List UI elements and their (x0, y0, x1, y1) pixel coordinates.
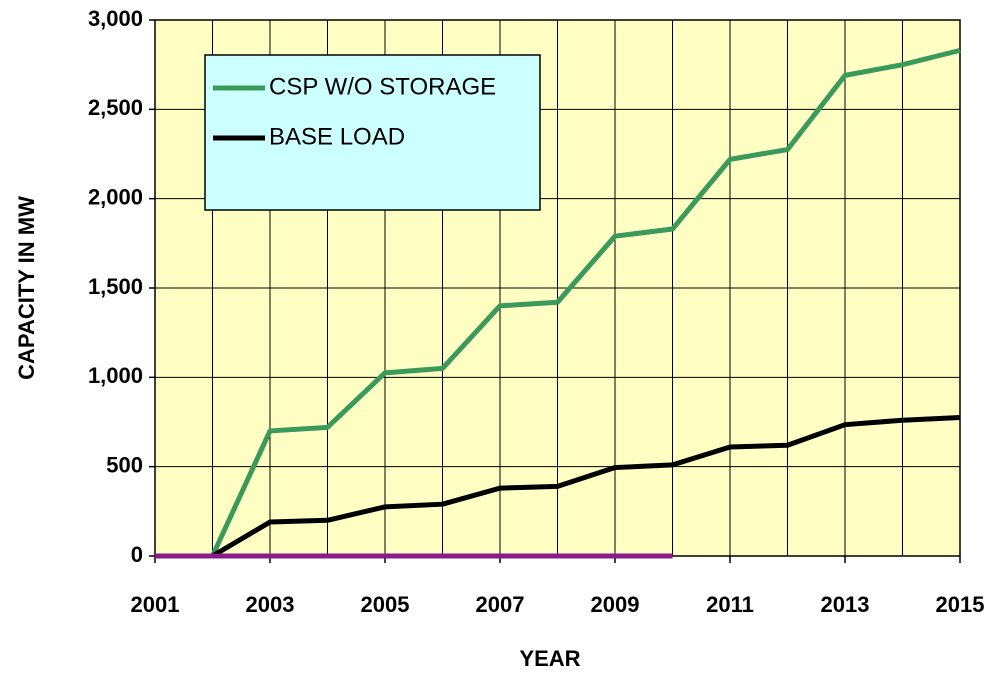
legend-label: CSP W/O STORAGE (269, 73, 496, 100)
legend-label: BASE LOAD (269, 123, 405, 150)
x-tick-label: 2005 (361, 592, 410, 617)
x-tick-label: 2003 (246, 592, 295, 617)
y-tick-label: 2,000 (88, 184, 143, 209)
legend-box (204, 54, 541, 211)
y-tick-label: 3,000 (88, 6, 143, 31)
x-tick-label: 2015 (936, 592, 985, 617)
x-tick-label: 2009 (591, 592, 640, 617)
series-line (155, 47, 961, 559)
x-tick-label: 2011 (706, 592, 754, 617)
y-axis-label: CAPACITY IN MW (14, 196, 39, 380)
y-tick-label: 500 (106, 452, 143, 477)
y-tick-label: 1,500 (88, 274, 143, 299)
x-tick-label: 2007 (476, 592, 525, 617)
x-axis-label: YEAR (519, 646, 580, 671)
x-tick-label: 2013 (821, 592, 870, 617)
y-tick-label: 2,500 (88, 95, 143, 120)
x-tick-label: 2001 (131, 592, 180, 617)
y-tick-label: 0 (131, 542, 143, 567)
series-line (155, 415, 961, 559)
y-tick-label: 1,000 (88, 363, 143, 388)
